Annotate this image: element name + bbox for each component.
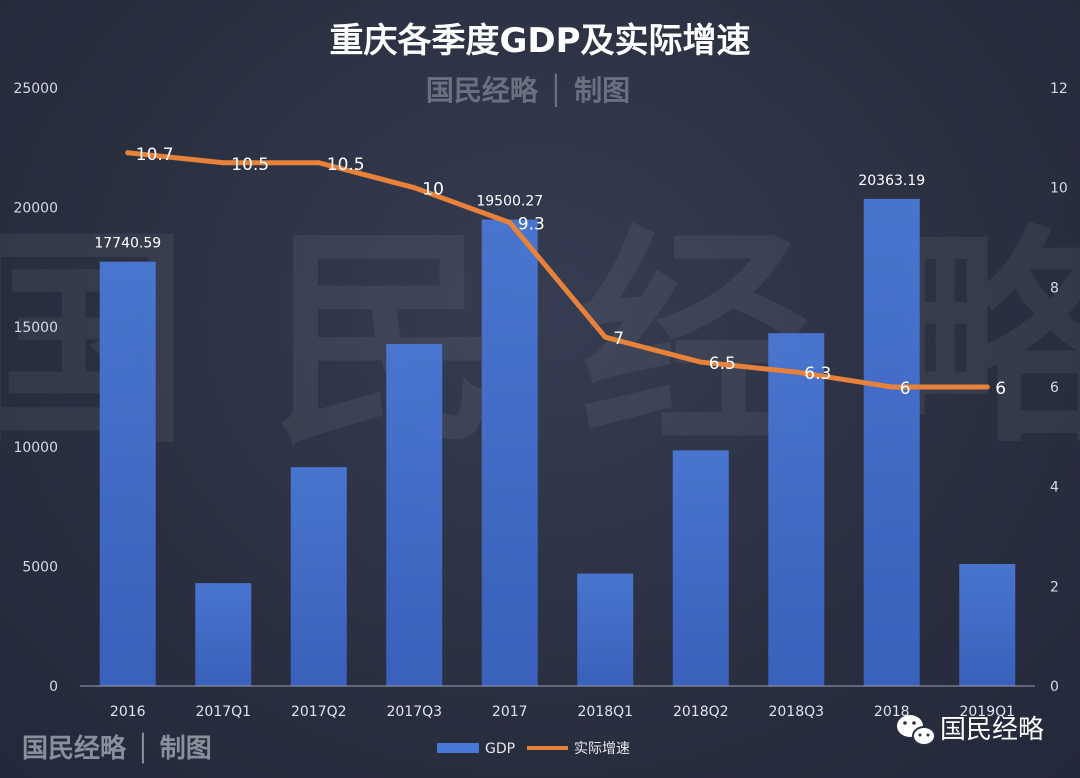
right-axis-tick: 12 (1050, 81, 1068, 97)
right-axis: 0 2 4 6 8 10 12 (1050, 81, 1068, 695)
growth-point (507, 220, 513, 226)
brand-name: 国民经略 (940, 715, 1044, 745)
growth-point (411, 185, 417, 191)
growth-data-label: 6.5 (709, 354, 736, 374)
gdp-bar (863, 198, 920, 687)
left-axis-tick: 20000 (13, 201, 58, 217)
growth-data-label: 6 (900, 379, 911, 399)
left-axis-tick: 5000 (22, 559, 58, 575)
growth-data-label: 10.5 (231, 155, 269, 175)
wechat-icon (897, 715, 936, 746)
gdp-bar (481, 219, 538, 687)
x-axis-tick-label: 2018 (874, 704, 910, 720)
right-axis-tick: 6 (1050, 380, 1059, 396)
x-axis-tick-label: 2017Q1 (195, 704, 251, 720)
growth-point (984, 384, 990, 390)
x-axis-tick-label: 2017Q2 (291, 704, 347, 720)
growth-data-label: 10.7 (136, 145, 174, 165)
growth-data-label: 6.3 (804, 364, 831, 384)
brand: 国民经略 (897, 715, 1044, 746)
growth-point (602, 334, 608, 340)
gdp-bar-label: 17740.59 (94, 236, 161, 252)
legend-label-growth: 实际增速 (574, 741, 630, 757)
growth-data-label: 7 (613, 329, 624, 349)
gdp-bar-label: 20363.19 (858, 173, 925, 189)
growth-data-label: 10 (422, 180, 444, 200)
growth-point (125, 150, 131, 156)
left-axis-tick: 0 (49, 679, 58, 695)
growth-point (793, 369, 799, 375)
legend-label-gdp: GDP (485, 741, 515, 757)
growth-line (125, 150, 990, 390)
watermark-bottom: 国民经略 │ 制图 (22, 732, 212, 764)
gdp-bar (386, 343, 443, 686)
left-axis: 0 5000 10000 15000 20000 25000 (13, 81, 58, 695)
gdp-bar (959, 564, 1016, 686)
watermark-top: 国民经略 │ 制图 (426, 73, 630, 107)
x-axis-tick-label: 2018Q1 (577, 704, 633, 720)
growth-point (220, 160, 226, 166)
chart-title: 重庆各季度GDP及实际增速 (329, 21, 750, 61)
right-axis-tick: 2 (1050, 579, 1059, 595)
growth-data-label: 9.3 (518, 215, 545, 235)
right-axis-tick: 0 (1050, 679, 1059, 695)
gdp-bar (99, 261, 156, 686)
right-axis-tick: 4 (1050, 480, 1059, 496)
growth-point (889, 384, 895, 390)
gdp-bar (768, 333, 825, 686)
line-series (125, 150, 990, 390)
gdp-bar (672, 450, 729, 686)
gdp-bar (290, 467, 347, 686)
legend-swatch-gdp (437, 743, 479, 753)
bar-series (99, 198, 1016, 687)
x-axis-tick-label: 2018Q3 (768, 704, 824, 720)
line-data-labels: 10.7 10.5 10.5 10 9.3 7 6.5 6.3 6 6 (136, 145, 1006, 399)
x-axis-tick-label: 2017Q3 (386, 704, 442, 720)
growth-point (316, 160, 322, 166)
gdp-bar (195, 583, 252, 686)
legend: GDP 实际增速 (437, 741, 630, 757)
growth-data-label: 6 (995, 379, 1006, 399)
left-axis-tick: 25000 (13, 81, 58, 97)
right-axis-tick: 8 (1050, 280, 1059, 296)
left-axis-tick: 10000 (13, 440, 58, 456)
gdp-bar-label: 19500.27 (476, 194, 543, 210)
growth-data-label: 10.5 (327, 155, 365, 175)
x-axis-tick-label: 2016 (110, 704, 146, 720)
x-axis-tick-label: 2019Q1 (959, 704, 1015, 720)
right-axis-tick: 10 (1050, 181, 1068, 197)
gdp-bar (577, 573, 634, 686)
growth-point (698, 359, 704, 365)
x-axis-tick-label: 2017 (492, 704, 528, 720)
left-axis-tick: 15000 (13, 320, 58, 336)
bar-data-labels: 17740.59 19500.27 20363.19 (94, 173, 925, 252)
x-axis-tick-label: 2018Q2 (673, 704, 729, 720)
x-axis-labels: 2016 2017Q1 2017Q2 2017Q3 2017 2018Q1 2018Q2 20… (110, 704, 1015, 720)
